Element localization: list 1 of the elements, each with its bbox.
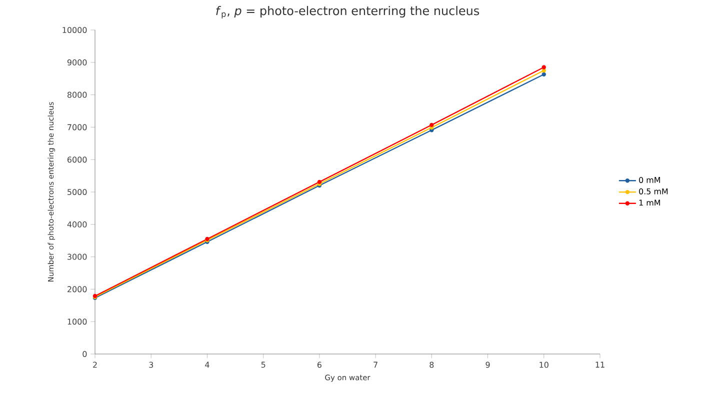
chart-title: f$_{p}$, p = photo-electron enterring the nucleus xyxy=(216,6,480,18)
